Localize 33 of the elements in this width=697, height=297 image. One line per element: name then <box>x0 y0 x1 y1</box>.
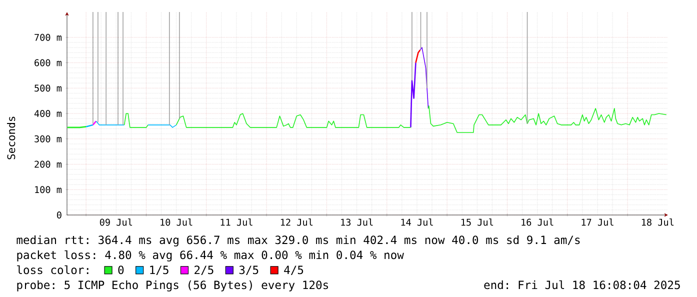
legend-label: 1/5 <box>150 266 168 276</box>
legend-label: 4/5 <box>284 266 304 276</box>
line-series <box>420 47 429 109</box>
x-tick-label: 14 Jul <box>401 218 433 226</box>
y-tick-label: 200 m <box>34 160 62 168</box>
legend-label: 3/5 <box>239 266 258 276</box>
y-tick-label: 300 m <box>34 135 62 142</box>
legend-label: 2/5 <box>194 266 214 276</box>
text: median rtt: 364.4 ms avg 656.7 ms max 329.0 ms min 402.4 ms now 40.0 ms sd 9.1 am/s <box>16 235 580 246</box>
x-tick-label: 09 Jul <box>100 218 132 226</box>
y-tick-label: 0 <box>56 211 62 219</box>
x-tick-label: 15 Jul <box>461 218 494 226</box>
line-series <box>176 113 412 128</box>
y-axis-title: Seconds <box>7 116 16 160</box>
y-tick-label: 600 m <box>34 59 62 66</box>
x-tick-label: 11 Jul <box>220 218 252 226</box>
text: probe: 5 ICMP Echo Pings (56 Bytes) every 120s <box>17 280 328 292</box>
x-tick-label: 18 Jul <box>642 218 674 226</box>
y-tick-label: 700 m <box>34 34 62 41</box>
x-tick-label: 16 Jul <box>522 218 554 226</box>
text: end: Fri Jul 18 16:08:04 2025 <box>484 280 680 290</box>
line-series <box>428 105 667 133</box>
x-tick-label: 10 Jul <box>160 218 192 226</box>
x-tick-label: 17 Jul <box>582 218 614 226</box>
y-tick-label: 500 m <box>34 84 62 92</box>
x-tick-label: 12 Jul <box>280 218 313 226</box>
y-tick-label: 400 m <box>34 110 62 118</box>
line-series <box>410 62 416 128</box>
legend-title: loss color: <box>17 265 88 274</box>
y-tick-label: 100 m <box>35 186 62 194</box>
text: packet loss: 4.80 % avg 66.44 % max 0.00 % min 0.04 % now <box>17 250 404 262</box>
legend-label: 0 <box>118 266 124 274</box>
x-tick-label: 13 Jul <box>341 218 373 226</box>
